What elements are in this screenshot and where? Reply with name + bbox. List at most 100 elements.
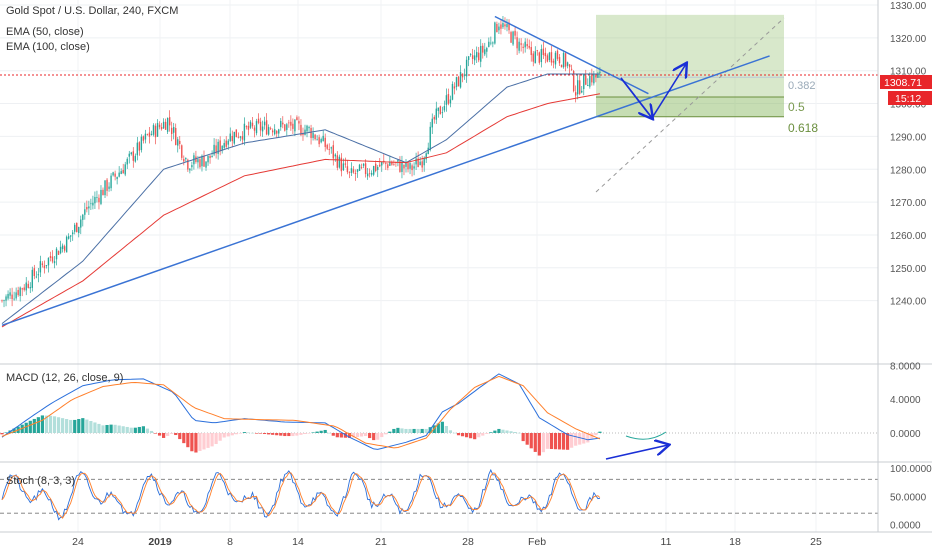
candle-body (570, 68, 573, 70)
candle-body (25, 282, 27, 291)
candle-body (249, 121, 252, 128)
macd-line (1, 373, 600, 450)
candle-body (255, 121, 258, 134)
candle-body (152, 125, 155, 135)
candle-body (506, 23, 508, 28)
macd-histogram-bar (594, 433, 598, 436)
candle-body (3, 300, 5, 302)
candle-body (342, 163, 345, 171)
candle-body (261, 126, 264, 132)
macd-histogram-bar (420, 428, 424, 433)
candle-body (185, 157, 187, 160)
candle-body (445, 95, 448, 105)
macd-histogram-bar (436, 423, 440, 433)
macd-histogram-bar (380, 433, 384, 438)
candle-body (328, 149, 330, 150)
candle-body (1, 300, 3, 302)
macd-histogram-bar (473, 433, 477, 440)
macd-histogram-bar (537, 433, 541, 456)
candle-body (227, 140, 229, 145)
macd-histogram-bar (331, 433, 335, 436)
macd-histogram-bar (61, 418, 65, 433)
candle-body (314, 134, 316, 140)
macd-histogram-bar (141, 426, 145, 433)
candle-body (419, 161, 421, 165)
candle-body (496, 23, 498, 33)
candle-body (409, 162, 411, 169)
candle-body (504, 24, 506, 27)
macd-histogram-bar (178, 433, 182, 440)
candle-body (346, 166, 349, 173)
candle-body (239, 136, 242, 138)
candle-body (494, 22, 496, 44)
macd-histogram-bar (574, 433, 578, 446)
macd-histogram-bar (347, 433, 352, 438)
candle-body (158, 124, 161, 128)
candle-body (360, 167, 363, 168)
macd-histogram-bar (85, 419, 89, 433)
candle-body (492, 42, 494, 44)
macd-histogram-bar (384, 433, 388, 435)
stoch-tick-label: 100.0000 (890, 464, 932, 475)
candle-body (173, 127, 175, 133)
macd-histogram-bar (93, 422, 97, 433)
candle-body (67, 236, 70, 239)
candle-body (215, 145, 217, 154)
y-tick-label: 1240.00 (890, 297, 927, 308)
macd-histogram-bar (40, 415, 44, 433)
candle-body (431, 118, 433, 128)
symbol-title[interactable]: Gold Spot / U.S. Dollar, 240, FXCM (6, 5, 178, 17)
candle-body (108, 186, 110, 189)
macd-legend[interactable]: MACD (12, 26, close, 9) (6, 372, 123, 384)
candle-body (585, 75, 587, 85)
candle-body (320, 139, 322, 143)
ema50-legend[interactable]: EMA (50, close) (6, 26, 84, 38)
candle-body (334, 154, 336, 157)
macd-histogram-bar (105, 424, 109, 433)
candle-body (421, 161, 423, 168)
candle-body (35, 276, 38, 278)
macd-histogram-bar (254, 433, 259, 434)
candle-body (572, 71, 575, 92)
candle-body (128, 153, 130, 157)
candle-body (413, 166, 415, 169)
candle-body (391, 162, 393, 165)
x-tick-label: Feb (528, 536, 546, 548)
candle-body (53, 261, 56, 264)
macd-histogram-bar (97, 423, 101, 433)
macd-histogram-bar (412, 428, 416, 433)
candle-body (302, 133, 304, 136)
candle-body (177, 139, 179, 146)
candle-body (548, 52, 551, 61)
stoch-legend[interactable]: Stoch (8, 3, 3) (6, 475, 75, 487)
candle-body (144, 133, 147, 140)
candle-body (524, 41, 526, 48)
candle-body (191, 165, 193, 168)
candle-body (102, 189, 104, 196)
macd-histogram-bar (388, 431, 392, 433)
candle-body (23, 287, 25, 290)
candle-body (78, 226, 80, 234)
candle-body (110, 175, 112, 189)
candle-body (94, 196, 96, 204)
macd-histogram-bar (533, 433, 537, 452)
candle-body (368, 173, 371, 175)
candle-body (332, 145, 334, 159)
macd-histogram-bar (125, 426, 129, 433)
candle-body (263, 121, 266, 126)
candle-body (318, 137, 320, 145)
macd-histogram-bar (529, 433, 533, 449)
ema100-line (1, 93, 600, 328)
ema100-legend[interactable]: EMA (100, close) (6, 41, 90, 53)
candle-body (124, 164, 126, 175)
candle-body (156, 123, 159, 137)
candle-body (278, 129, 280, 134)
macd-histogram-bar (267, 433, 271, 435)
macd-histogram-bar (275, 433, 279, 436)
candle-body (362, 163, 365, 166)
macd-panel (0, 373, 878, 460)
macd-histogram-bar (81, 418, 85, 433)
candle-body (429, 126, 431, 150)
drawings[interactable] (1, 15, 770, 326)
candle-body (271, 130, 274, 133)
